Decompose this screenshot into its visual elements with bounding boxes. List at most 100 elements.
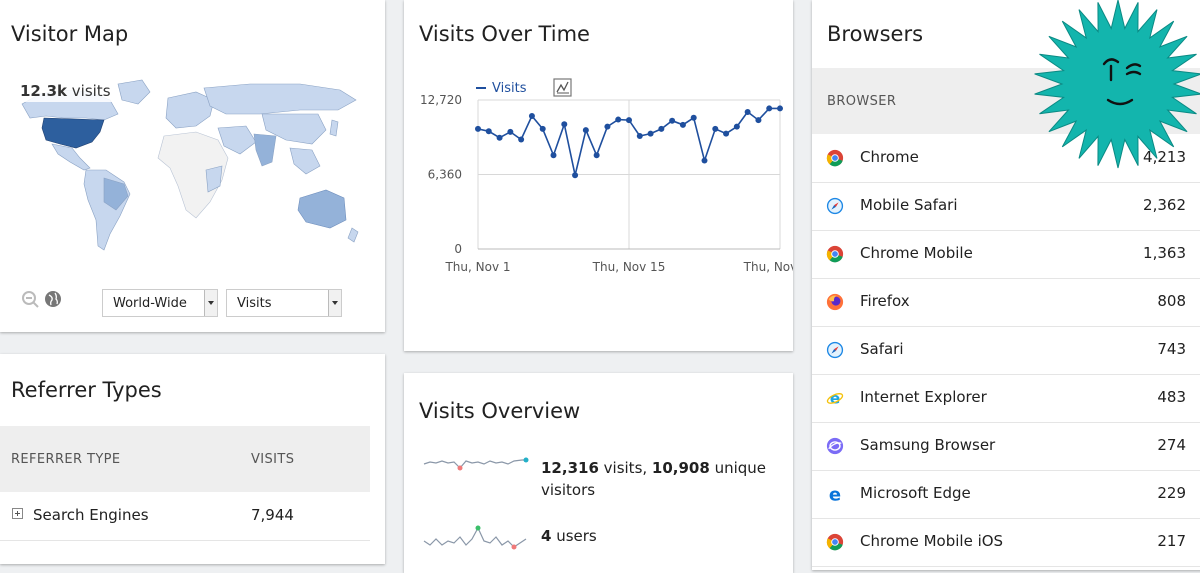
- browser-name: Chrome Mobile: [860, 244, 973, 262]
- referrer-visits: 7,944: [251, 506, 294, 524]
- visits-data-point[interactable]: [539, 125, 546, 132]
- visits-data-point[interactable]: [518, 136, 525, 143]
- winking-face-starburst-icon: [1034, 0, 1200, 169]
- table-row[interactable]: Chrome Mobile 1,363: [812, 230, 1200, 279]
- table-row[interactable]: Search Engines 7,944: [0, 492, 370, 541]
- visits-data-point[interactable]: [712, 125, 719, 132]
- visits-data-point[interactable]: [647, 130, 654, 137]
- visits-data-point[interactable]: [604, 123, 611, 130]
- visits-data-point[interactable]: [733, 123, 740, 130]
- visits-data-point[interactable]: [658, 125, 665, 132]
- browser-name: Samsung Browser: [860, 436, 996, 454]
- visits-data-point[interactable]: [766, 105, 773, 112]
- visits-data-point[interactable]: [550, 152, 557, 159]
- referrer-table-header: REFERRER TYPE VISITS: [0, 426, 370, 492]
- browser-visits: 229: [1157, 484, 1186, 502]
- browser-name: Safari: [860, 340, 904, 358]
- visits-over-time-card: Visits Over Time 12,720 6,360 0 Thu, Nov 1 T…: [404, 0, 793, 351]
- visits-data-point[interactable]: [496, 134, 503, 141]
- samsung-browser-icon: [826, 437, 844, 455]
- users-count: 4: [541, 527, 552, 545]
- visits-data-point[interactable]: [755, 117, 762, 124]
- map-region-europe: [165, 91, 215, 129]
- browser-name: Firefox: [860, 292, 910, 310]
- col-visits: VISITS: [251, 452, 295, 467]
- x-tick-label: Thu, Nov 1: [444, 260, 510, 274]
- chevron-down-icon: [204, 290, 217, 316]
- visits-data-point[interactable]: [572, 172, 579, 179]
- ie-icon: e: [826, 389, 844, 407]
- region-select-value: World-Wide: [113, 296, 187, 311]
- unique-visitors-text: unique visitors: [541, 459, 767, 499]
- visits-data-point[interactable]: [528, 113, 535, 120]
- table-row[interactable]: Samsung Browser 274: [812, 422, 1200, 471]
- visits-data-point[interactable]: [669, 117, 676, 124]
- browser-name: Chrome Mobile iOS: [860, 532, 1004, 550]
- visits-data-point[interactable]: [679, 121, 686, 128]
- y-tick-label: 12,720: [420, 93, 462, 107]
- visits-over-time-title: Visits Over Time: [419, 22, 590, 46]
- table-row[interactable]: Chrome Mobile iOS 217: [812, 518, 1200, 567]
- visitor-map-title: Visitor Map: [11, 22, 129, 46]
- expand-plus-icon[interactable]: [12, 508, 23, 519]
- visits-data-point[interactable]: [475, 125, 481, 132]
- col-referrer-type: REFERRER TYPE: [11, 452, 121, 467]
- users-text: users: [551, 527, 597, 545]
- visits-overview-stat-users: 4 users: [541, 525, 597, 547]
- svg-text:e: e: [830, 389, 840, 407]
- map-region-india: [253, 133, 277, 167]
- table-row[interactable]: Mobile Safari 2,362: [812, 182, 1200, 231]
- chrome-icon: [826, 533, 844, 551]
- world-map[interactable]: [0, 70, 385, 270]
- svg-text:e: e: [829, 485, 841, 503]
- globe-icon[interactable]: [44, 290, 62, 308]
- visits-data-point[interactable]: [690, 114, 697, 121]
- browser-visits: 2,362: [1143, 196, 1186, 214]
- table-row[interactable]: e Microsoft Edge 229: [812, 470, 1200, 519]
- map-region-africa-east: [205, 165, 223, 193]
- visits-data-point[interactable]: [561, 121, 568, 128]
- visits-data-point[interactable]: [777, 105, 783, 112]
- map-region-middle-east: [217, 125, 257, 155]
- x-tick-label: Thu, Nov 29: [743, 260, 793, 274]
- metric-select[interactable]: Visits: [226, 289, 342, 317]
- visits-data-point[interactable]: [701, 157, 708, 164]
- sticker-mouth: [1106, 98, 1134, 106]
- visits-data-point[interactable]: [593, 152, 600, 159]
- visits-data-point[interactable]: [485, 128, 492, 135]
- visits-data-point[interactable]: [626, 117, 632, 124]
- table-row[interactable]: Safari 743: [812, 326, 1200, 375]
- visits-count: 12,316: [541, 459, 599, 477]
- chevron-down-icon: [328, 290, 341, 316]
- map-region-new-zealand: [347, 227, 359, 243]
- visits-data-point[interactable]: [744, 108, 751, 115]
- visits-data-point[interactable]: [507, 128, 514, 135]
- sticker-eye-left: [1102, 58, 1120, 66]
- visits-data-point[interactable]: [582, 127, 589, 134]
- browser-visits: 483: [1157, 388, 1186, 406]
- sticker-eye-right-wink: [1125, 63, 1142, 76]
- map-region-russia: [203, 83, 357, 115]
- visits-overview-title: Visits Overview: [419, 399, 581, 423]
- legend-label[interactable]: Visits: [492, 81, 527, 96]
- browser-name: Chrome: [860, 148, 919, 166]
- visits-data-point[interactable]: [615, 116, 622, 123]
- referrer-types-card: Referrer Types REFERRER TYPE VISITS Sear…: [0, 354, 385, 564]
- map-region-usa: [41, 117, 105, 149]
- visitor-map-card: Visitor Map 12.3k visits: [0, 0, 385, 332]
- zoom-out-icon[interactable]: [21, 290, 39, 308]
- visits-data-point[interactable]: [636, 132, 643, 139]
- table-row[interactable]: Firefox 808: [812, 278, 1200, 327]
- starburst-shape: [1034, 0, 1200, 169]
- visits-text: visits,: [598, 459, 652, 477]
- map-region-china: [261, 113, 327, 145]
- table-row[interactable]: e Internet Explorer 483: [812, 374, 1200, 423]
- visits-data-point[interactable]: [723, 130, 730, 137]
- region-select[interactable]: World-Wide: [102, 289, 218, 317]
- chart-type-icon[interactable]: [553, 78, 572, 97]
- map-region-japan: [329, 119, 339, 137]
- map-tooltip: 12.3k visits: [14, 80, 117, 102]
- visits-line-chart[interactable]: 12,720 6,360 0 Thu, Nov 1 Thu, Nov 15 Thu, No…: [404, 0, 793, 300]
- y-tick-label: 6,360: [428, 168, 462, 182]
- edge-icon: e: [829, 485, 841, 503]
